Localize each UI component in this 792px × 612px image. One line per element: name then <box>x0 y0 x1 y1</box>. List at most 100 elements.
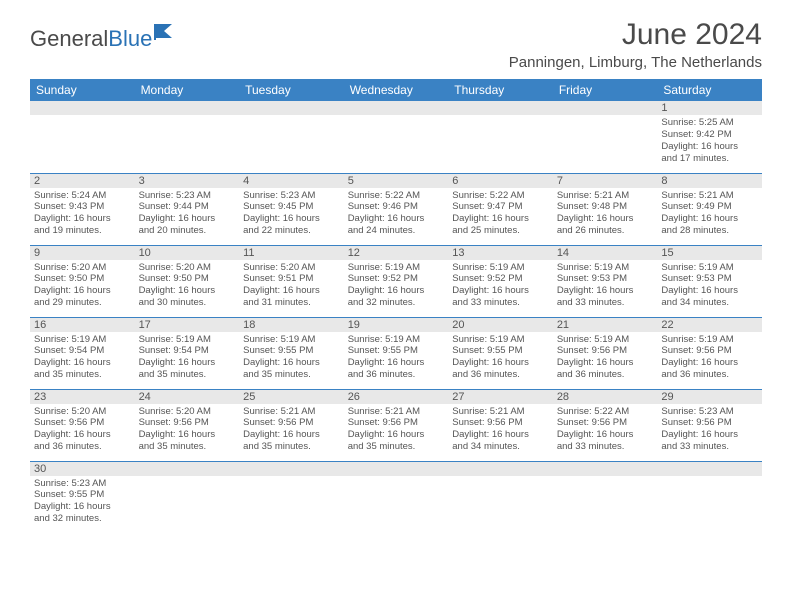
daylight-line-2: and 35 minutes. <box>348 441 445 453</box>
day-number: 11 <box>239 246 344 260</box>
day-details: Sunrise: 5:19 AMSunset: 9:56 PMDaylight:… <box>657 332 762 384</box>
daylight-line-1: Daylight: 16 hours <box>34 501 131 513</box>
sunset-line: Sunset: 9:56 PM <box>557 417 654 429</box>
daylight-line-1: Daylight: 16 hours <box>243 213 340 225</box>
sunrise-line: Sunrise: 5:21 AM <box>452 406 549 418</box>
calendar-cell: 19Sunrise: 5:19 AMSunset: 9:55 PMDayligh… <box>344 317 449 389</box>
day-details: Sunrise: 5:23 AMSunset: 9:45 PMDaylight:… <box>239 188 344 240</box>
day-number: 9 <box>30 246 135 260</box>
day-number: 22 <box>657 318 762 332</box>
daylight-line-2: and 32 minutes. <box>348 297 445 309</box>
daylight-line-2: and 34 minutes. <box>452 441 549 453</box>
weekday-header: Friday <box>553 79 658 101</box>
daylight-line-2: and 33 minutes. <box>452 297 549 309</box>
day-number: 6 <box>448 174 553 188</box>
calendar-cell: 24Sunrise: 5:20 AMSunset: 9:56 PMDayligh… <box>135 389 240 461</box>
sunrise-line: Sunrise: 5:24 AM <box>34 190 131 202</box>
daylight-line-1: Daylight: 16 hours <box>452 213 549 225</box>
daylight-line-2: and 36 minutes. <box>452 369 549 381</box>
daylight-line-2: and 20 minutes. <box>139 225 236 237</box>
day-number: 15 <box>657 246 762 260</box>
calendar-cell-empty <box>657 461 762 533</box>
logo-text: GeneralBlue <box>30 26 152 52</box>
daylight-line-2: and 29 minutes. <box>34 297 131 309</box>
flag-icon <box>154 22 180 45</box>
day-details: Sunrise: 5:21 AMSunset: 9:48 PMDaylight:… <box>553 188 658 240</box>
daylight-line-2: and 25 minutes. <box>452 225 549 237</box>
sunset-line: Sunset: 9:54 PM <box>34 345 131 357</box>
day-number: 2 <box>30 174 135 188</box>
day-number-empty <box>135 462 240 476</box>
title-block: June 2024 Panningen, Limburg, The Nether… <box>509 18 762 71</box>
sunrise-line: Sunrise: 5:22 AM <box>348 190 445 202</box>
day-details: Sunrise: 5:22 AMSunset: 9:56 PMDaylight:… <box>553 404 658 456</box>
sunset-line: Sunset: 9:55 PM <box>348 345 445 357</box>
day-number: 26 <box>344 390 449 404</box>
daylight-line-1: Daylight: 16 hours <box>243 357 340 369</box>
daylight-line-1: Daylight: 16 hours <box>348 213 445 225</box>
sunset-line: Sunset: 9:56 PM <box>34 417 131 429</box>
day-details: Sunrise: 5:19 AMSunset: 9:52 PMDaylight:… <box>448 260 553 312</box>
calendar-cell: 30Sunrise: 5:23 AMSunset: 9:55 PMDayligh… <box>30 461 135 533</box>
day-number-empty <box>239 462 344 476</box>
calendar-cell: 23Sunrise: 5:20 AMSunset: 9:56 PMDayligh… <box>30 389 135 461</box>
sunset-line: Sunset: 9:56 PM <box>661 417 758 429</box>
day-number-empty <box>448 462 553 476</box>
sunrise-line: Sunrise: 5:19 AM <box>557 334 654 346</box>
daylight-line-2: and 17 minutes. <box>661 153 758 165</box>
daylight-line-2: and 33 minutes. <box>557 441 654 453</box>
calendar-table: SundayMondayTuesdayWednesdayThursdayFrid… <box>30 79 762 533</box>
day-number: 18 <box>239 318 344 332</box>
calendar-cell-empty <box>448 461 553 533</box>
calendar-cell: 13Sunrise: 5:19 AMSunset: 9:52 PMDayligh… <box>448 245 553 317</box>
sunset-line: Sunset: 9:56 PM <box>348 417 445 429</box>
sunrise-line: Sunrise: 5:21 AM <box>243 406 340 418</box>
day-details: Sunrise: 5:21 AMSunset: 9:49 PMDaylight:… <box>657 188 762 240</box>
sunset-line: Sunset: 9:44 PM <box>139 201 236 213</box>
header: GeneralBlue June 2024 Panningen, Limburg… <box>30 18 762 71</box>
calendar-row: 23Sunrise: 5:20 AMSunset: 9:56 PMDayligh… <box>30 389 762 461</box>
daylight-line-2: and 33 minutes. <box>661 441 758 453</box>
sunrise-line: Sunrise: 5:19 AM <box>34 334 131 346</box>
sunset-line: Sunset: 9:51 PM <box>243 273 340 285</box>
sunrise-line: Sunrise: 5:19 AM <box>661 262 758 274</box>
weekday-header: Saturday <box>657 79 762 101</box>
day-number: 14 <box>553 246 658 260</box>
sunrise-line: Sunrise: 5:19 AM <box>139 334 236 346</box>
daylight-line-2: and 28 minutes. <box>661 225 758 237</box>
daylight-line-2: and 35 minutes. <box>243 441 340 453</box>
weekday-header: Tuesday <box>239 79 344 101</box>
sunrise-line: Sunrise: 5:21 AM <box>348 406 445 418</box>
daylight-line-2: and 35 minutes. <box>243 369 340 381</box>
day-number: 20 <box>448 318 553 332</box>
sunrise-line: Sunrise: 5:20 AM <box>34 406 131 418</box>
day-details: Sunrise: 5:19 AMSunset: 9:55 PMDaylight:… <box>239 332 344 384</box>
calendar-cell-empty <box>344 101 449 173</box>
daylight-line-2: and 36 minutes. <box>557 369 654 381</box>
daylight-line-1: Daylight: 16 hours <box>452 285 549 297</box>
day-details: Sunrise: 5:19 AMSunset: 9:54 PMDaylight:… <box>135 332 240 384</box>
sunset-line: Sunset: 9:42 PM <box>661 129 758 141</box>
daylight-line-1: Daylight: 16 hours <box>139 213 236 225</box>
sunrise-line: Sunrise: 5:19 AM <box>348 262 445 274</box>
day-details: Sunrise: 5:21 AMSunset: 9:56 PMDaylight:… <box>239 404 344 456</box>
calendar-cell: 14Sunrise: 5:19 AMSunset: 9:53 PMDayligh… <box>553 245 658 317</box>
sunset-line: Sunset: 9:49 PM <box>661 201 758 213</box>
day-number: 28 <box>553 390 658 404</box>
sunrise-line: Sunrise: 5:22 AM <box>452 190 549 202</box>
day-number: 30 <box>30 462 135 476</box>
day-number: 4 <box>239 174 344 188</box>
sunset-line: Sunset: 9:56 PM <box>139 417 236 429</box>
sunrise-line: Sunrise: 5:21 AM <box>661 190 758 202</box>
calendar-cell: 25Sunrise: 5:21 AMSunset: 9:56 PMDayligh… <box>239 389 344 461</box>
day-number: 25 <box>239 390 344 404</box>
daylight-line-2: and 35 minutes. <box>139 441 236 453</box>
day-number-empty <box>239 101 344 115</box>
month-title: June 2024 <box>509 18 762 52</box>
daylight-line-1: Daylight: 16 hours <box>34 429 131 441</box>
logo-word-2: Blue <box>108 26 152 51</box>
logo-word-1: General <box>30 26 108 51</box>
sunset-line: Sunset: 9:47 PM <box>452 201 549 213</box>
daylight-line-1: Daylight: 16 hours <box>139 357 236 369</box>
day-number-empty <box>553 462 658 476</box>
